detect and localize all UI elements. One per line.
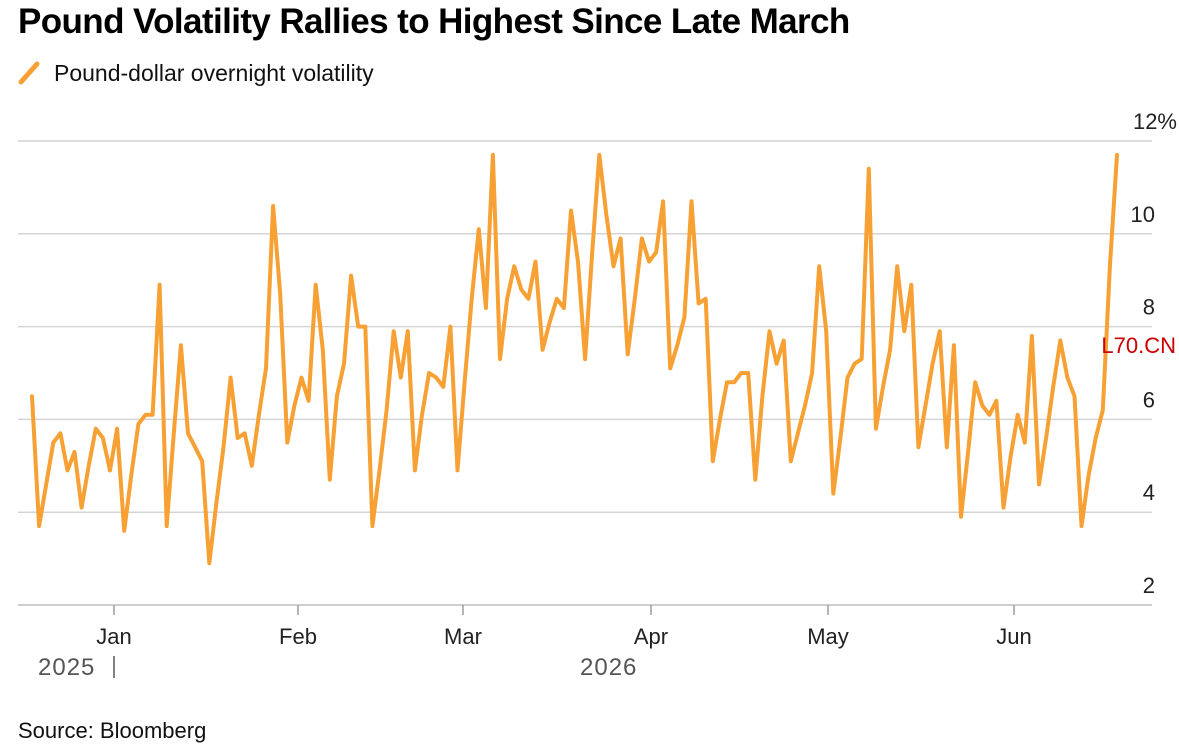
x-tick-label: Apr: [634, 624, 668, 649]
legend-label: Pound-dollar overnight volatility: [54, 59, 374, 86]
chart-title: Pound Volatility Rallies to Highest Sinc…: [18, 2, 850, 41]
y-tick-label: 4: [1143, 480, 1155, 505]
x-tick-label: Jun: [996, 624, 1031, 649]
y-tick-label: 10: [1131, 202, 1155, 227]
y-tick-label: 8: [1143, 295, 1155, 320]
x-tick-label: Jan: [96, 624, 131, 649]
annotation-label: L70.CN: [1101, 333, 1176, 358]
legend-line-swatch-icon: [18, 61, 40, 85]
y-tick-label: 6: [1143, 387, 1155, 412]
legend: Pound-dollar overnight volatility: [18, 58, 374, 88]
year-label: 2025: [38, 654, 95, 681]
source-note: Source: Bloomberg: [18, 718, 207, 743]
year-label: 2026: [580, 654, 637, 681]
x-tick-label: May: [807, 624, 849, 649]
y-tick-label: 12%: [1133, 109, 1177, 134]
y-tick-label: 2: [1143, 573, 1155, 598]
x-tick-label: Mar: [444, 624, 482, 649]
series-line: [30, 152, 1119, 566]
x-tick-label: Feb: [279, 624, 317, 649]
line-chart: 2 4 6 8 10 12% Jan Feb Mar Apr May Jun 2025 2026 L70.C…: [18, 109, 1177, 681]
